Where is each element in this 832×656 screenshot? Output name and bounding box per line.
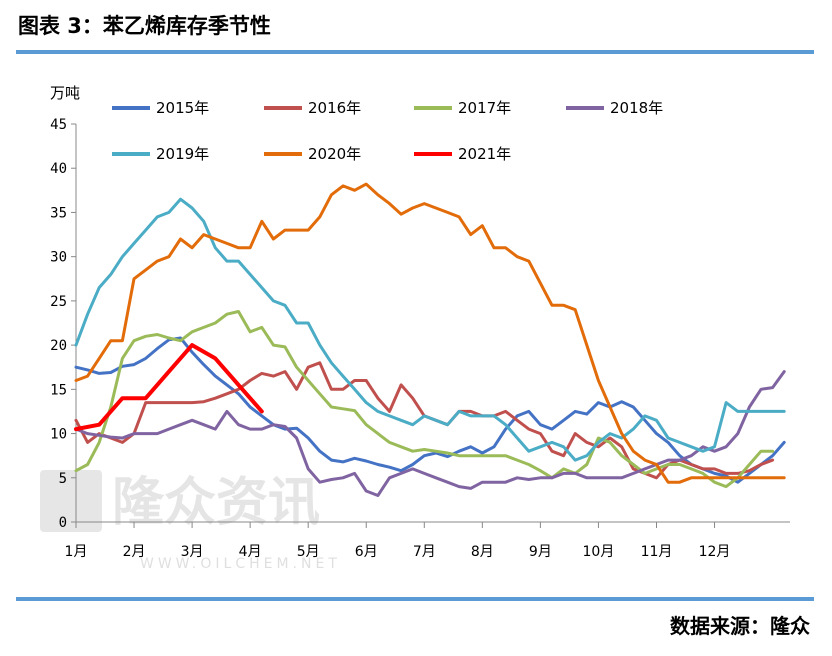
bottom-divider bbox=[16, 597, 814, 601]
series-line-2021年 bbox=[74, 343, 264, 432]
series-line-2017年 bbox=[74, 310, 775, 489]
watermark-url: WWW.OILCHEM.NET bbox=[140, 556, 341, 572]
figure-title: 图表 3：苯乙烯库存季节性 bbox=[18, 14, 271, 38]
x-tick-label: 3月 bbox=[181, 544, 204, 560]
y-tick-label: 45 bbox=[50, 117, 67, 133]
series-line-2018年 bbox=[74, 370, 786, 497]
watermark-text: 隆众资讯 bbox=[112, 473, 320, 533]
y-tick-label: 15 bbox=[50, 382, 67, 398]
x-tick-label: 2月 bbox=[123, 544, 146, 560]
legend-label: 2016年 bbox=[308, 99, 361, 117]
y-tick-label: 20 bbox=[50, 338, 67, 354]
legend-label: 2015年 bbox=[156, 99, 209, 117]
axes: 万吨 0 5 10 15 20 25 30 35 40 45 1月 2月 3月 4月 5月 6月 7月 8月 9月 10… bbox=[50, 84, 790, 560]
legend-label: 2020年 bbox=[308, 145, 361, 163]
x-tick-label: 12月 bbox=[699, 544, 731, 560]
x-tick-label: 10月 bbox=[583, 544, 615, 560]
legend: 2015年 2016年 2017年 2018年 2019年 2020年 2021年 bbox=[112, 99, 663, 163]
y-tick-label: 30 bbox=[50, 250, 67, 266]
series-lines bbox=[74, 182, 786, 497]
x-tick-label: 8月 bbox=[471, 544, 494, 560]
legend-label: 2018年 bbox=[610, 99, 663, 117]
y-tick-label: 25 bbox=[50, 294, 67, 310]
legend-label: 2021年 bbox=[458, 145, 511, 163]
x-tick-label: 7月 bbox=[413, 544, 436, 560]
y-tick-label: 35 bbox=[50, 205, 67, 221]
top-divider bbox=[16, 50, 814, 54]
x-tick-label: 6月 bbox=[355, 544, 378, 560]
y-tick-label: 10 bbox=[50, 427, 67, 443]
x-tick-label: 1月 bbox=[65, 544, 88, 560]
data-source-note: 数据来源：隆众 bbox=[670, 614, 810, 638]
y-tick-label: 0 bbox=[59, 515, 67, 531]
x-tick-label: 11月 bbox=[641, 544, 673, 560]
watermark-logo bbox=[40, 470, 102, 532]
y-tick-label: 5 bbox=[59, 471, 67, 487]
watermark: 隆众资讯 WWW.OILCHEM.NET bbox=[40, 470, 341, 572]
x-tick-label: 5月 bbox=[297, 544, 320, 560]
x-tick-label: 9月 bbox=[529, 544, 552, 560]
seasonal-inventory-chart: 隆众资讯 WWW.OILCHEM.NET 万吨 0 5 10 15 20 25 30 35 40 45… bbox=[40, 84, 790, 572]
series-line-2020年 bbox=[74, 182, 786, 484]
legend-label: 2019年 bbox=[156, 145, 209, 163]
series-line-2015年 bbox=[74, 336, 786, 484]
legend-label: 2017年 bbox=[458, 99, 511, 117]
x-tick-label: 4月 bbox=[239, 544, 262, 560]
y-axis-unit: 万吨 bbox=[50, 84, 80, 102]
y-tick-label: 40 bbox=[50, 161, 67, 177]
series-line-2019年 bbox=[74, 197, 786, 462]
